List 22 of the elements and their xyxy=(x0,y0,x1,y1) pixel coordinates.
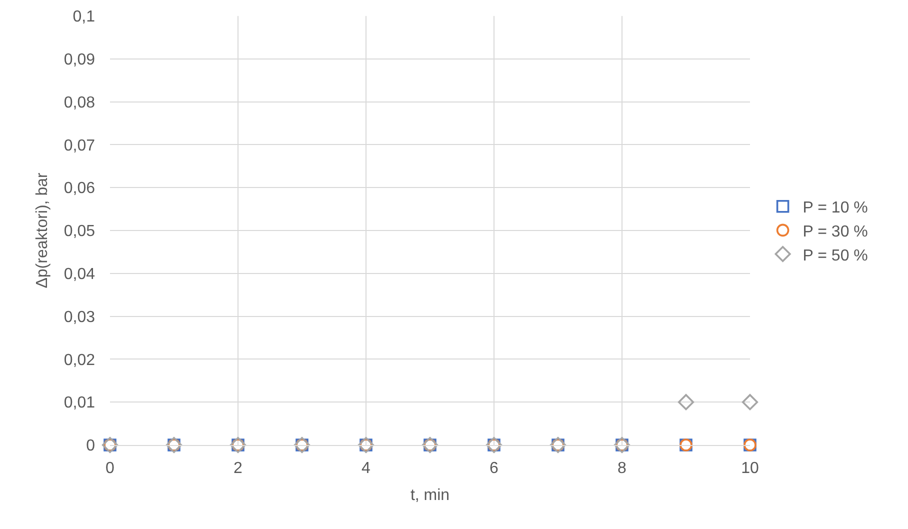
y-tick-label: 0,07 xyxy=(64,137,96,154)
legend-label: P = 10 % xyxy=(802,200,868,217)
x-tick-label: 8 xyxy=(618,460,627,478)
y-tick-label: 0,04 xyxy=(64,266,96,283)
y-axis-title: Δp(reaktori), bar xyxy=(34,172,51,288)
x-tick-label: 2 xyxy=(234,460,243,478)
x-tick-label: 0 xyxy=(106,460,115,478)
legend-label: P = 30 % xyxy=(802,223,868,240)
y-tick-label: 0,09 xyxy=(64,52,96,68)
x-tick-label: 6 xyxy=(490,460,499,478)
y-tick-label: 0,1 xyxy=(72,8,96,26)
y-tick-label: 0,06 xyxy=(64,180,96,198)
x-axis-title: t, min xyxy=(410,486,450,504)
legend-label: P = 50 % xyxy=(802,247,868,264)
x-tick-label: 10 xyxy=(741,460,759,478)
y-tick-label: 0,08 xyxy=(64,94,96,112)
y-tick-label: 0,05 xyxy=(64,223,96,240)
y-tick-label: 0,03 xyxy=(64,308,96,326)
y-tick-label: 0,01 xyxy=(64,394,96,412)
y-tick-label: 0,02 xyxy=(64,352,96,369)
x-tick-label: 4 xyxy=(362,460,371,478)
y-tick-label: 0 xyxy=(86,438,96,455)
